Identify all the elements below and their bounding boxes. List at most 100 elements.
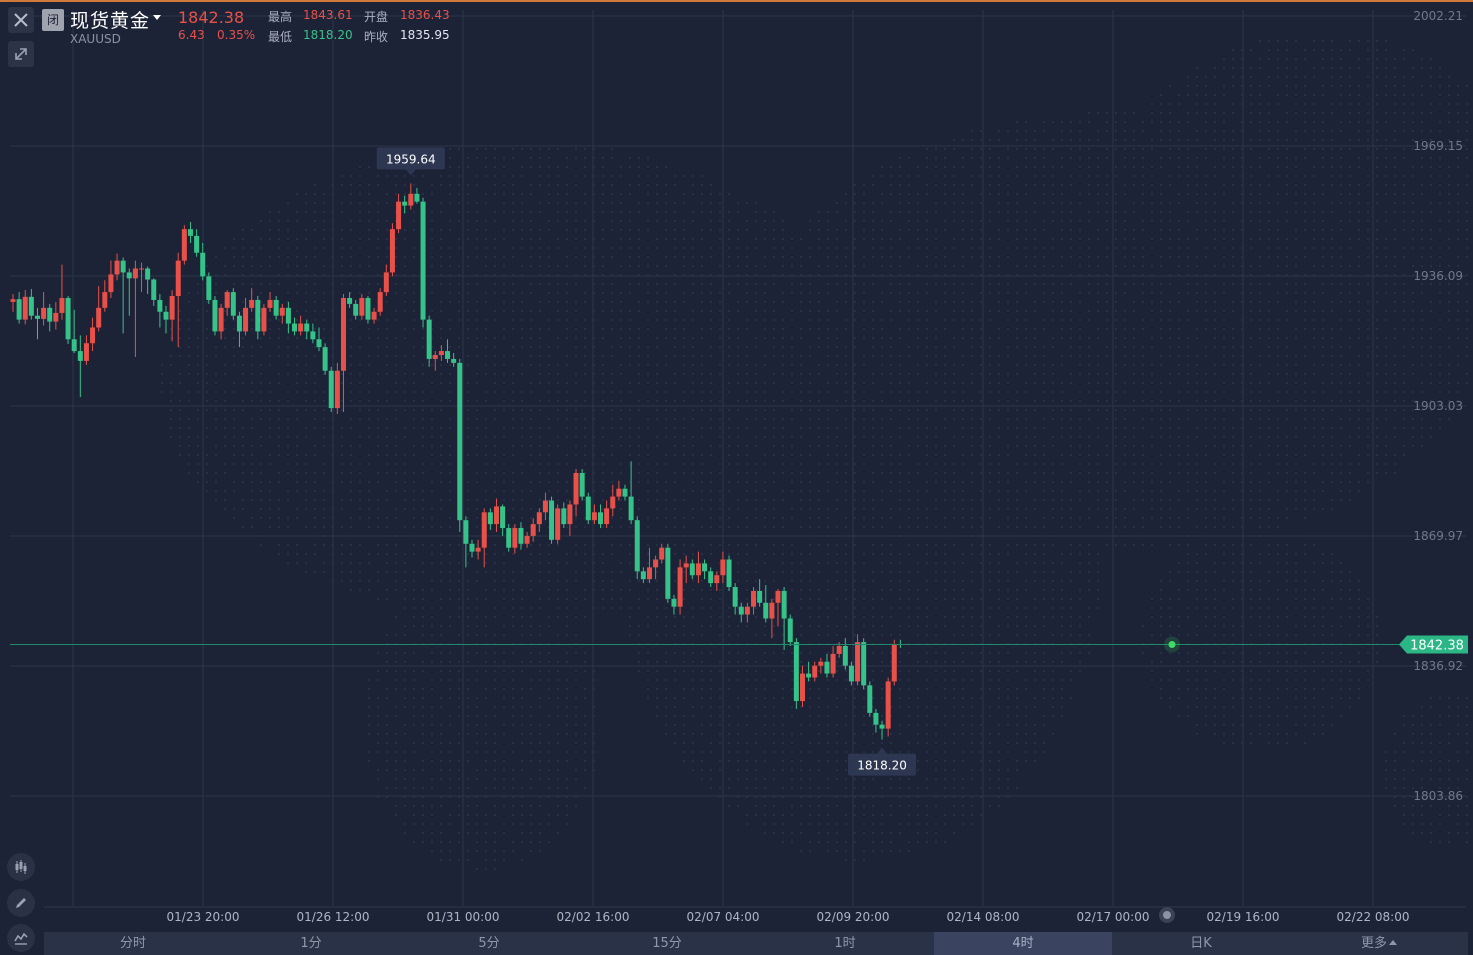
candle-body bbox=[353, 303, 359, 316]
candle-body bbox=[261, 307, 267, 332]
candle-body bbox=[591, 512, 597, 521]
max-label-box bbox=[376, 147, 445, 170]
candle-body bbox=[518, 528, 524, 544]
candle-body bbox=[818, 661, 824, 666]
max-label-pointer bbox=[405, 169, 416, 176]
candle-body bbox=[610, 496, 616, 509]
candle-body bbox=[16, 299, 22, 320]
candle-body bbox=[598, 512, 604, 525]
candle-body bbox=[53, 312, 59, 322]
high-value: 1843.61 bbox=[303, 8, 353, 22]
candle-body bbox=[445, 351, 451, 359]
instrument-name[interactable]: 现货黄金 bbox=[70, 10, 151, 32]
candle-body bbox=[542, 500, 548, 513]
candle-body bbox=[475, 547, 481, 552]
min-label-pointer bbox=[877, 747, 888, 754]
candle-body bbox=[236, 315, 242, 332]
candle-body bbox=[634, 520, 640, 572]
live-dot bbox=[1168, 641, 1176, 649]
candle-body bbox=[310, 331, 316, 340]
chart-grid: 2002.21 1969.15 1936.09 1903.03 1869.97 1836.… bbox=[10, 9, 1466, 924]
tab-more[interactable]: 更多 bbox=[1290, 932, 1468, 955]
max-price-label: 1959.64 bbox=[386, 152, 436, 166]
candle-body bbox=[163, 311, 169, 320]
tab-1min[interactable]: 1分 bbox=[300, 936, 322, 951]
candle-body bbox=[175, 260, 181, 297]
candle-body bbox=[763, 602, 769, 619]
candle-body bbox=[426, 319, 432, 359]
last-price: 1842.38 bbox=[178, 8, 245, 27]
candle-body bbox=[383, 272, 389, 293]
candle-body bbox=[481, 512, 487, 548]
candle-body bbox=[842, 646, 848, 666]
candle-body bbox=[371, 311, 377, 320]
candle-body bbox=[806, 673, 812, 678]
candle-body bbox=[77, 351, 83, 361]
candle-body bbox=[285, 307, 291, 324]
candle-body bbox=[873, 712, 879, 725]
tab-15min[interactable]: 15分 bbox=[652, 936, 682, 951]
collapse-button[interactable] bbox=[8, 41, 34, 67]
candle-body bbox=[224, 292, 230, 308]
candle-body bbox=[255, 299, 261, 332]
candle-body bbox=[751, 590, 757, 607]
close-button[interactable] bbox=[8, 7, 34, 33]
candle-body bbox=[830, 653, 836, 674]
open-label: 开盘 bbox=[364, 10, 389, 24]
candle-body bbox=[726, 559, 732, 588]
chart-type-button[interactable] bbox=[7, 853, 35, 881]
candle-body bbox=[194, 235, 200, 253]
candle-body bbox=[567, 504, 573, 525]
candle-body bbox=[555, 508, 561, 540]
candle-body bbox=[665, 547, 671, 599]
candle-body bbox=[653, 559, 659, 568]
candle-body bbox=[187, 229, 193, 236]
min-price-label: 1818.20 bbox=[857, 759, 907, 773]
candle-body bbox=[677, 567, 683, 607]
high-label: 最高 bbox=[268, 10, 293, 24]
low-label: 最低 bbox=[268, 30, 293, 44]
candle-body bbox=[408, 193, 414, 206]
draw-button[interactable] bbox=[7, 889, 35, 917]
candle-body bbox=[781, 590, 787, 619]
candle-body bbox=[757, 590, 763, 603]
tab-1h[interactable]: 1时 bbox=[834, 936, 856, 951]
candle-body bbox=[200, 252, 206, 277]
candle-body bbox=[169, 296, 175, 320]
candle-body bbox=[47, 307, 53, 322]
candle-body bbox=[714, 575, 720, 584]
candle-body bbox=[359, 297, 365, 316]
candle-body bbox=[322, 347, 328, 371]
candle-body bbox=[836, 646, 842, 654]
candle-body bbox=[695, 563, 701, 576]
candle-body bbox=[524, 535, 530, 544]
candle-body bbox=[206, 276, 212, 300]
y-tick-label: 2002.21 bbox=[1413, 9, 1463, 23]
collapse-arrows-icon bbox=[15, 48, 27, 60]
x-tick-label: 02/02 16:00 bbox=[557, 910, 630, 924]
candle-body bbox=[267, 299, 273, 308]
price-change-percent: 0.35% bbox=[217, 28, 256, 42]
pencil-icon bbox=[16, 898, 26, 908]
candle-body bbox=[885, 681, 891, 729]
window-top-accent bbox=[0, 0, 1473, 2]
chevron-down-icon[interactable] bbox=[153, 15, 161, 20]
candle-body bbox=[28, 296, 34, 316]
x-tick-label: 02/07 04:00 bbox=[687, 910, 760, 924]
tab-daily[interactable]: 日K bbox=[1190, 936, 1212, 951]
indicator-button[interactable] bbox=[7, 924, 35, 952]
candle-body bbox=[457, 362, 463, 521]
prev-close-value: 1835.95 bbox=[400, 28, 450, 42]
candle-body bbox=[157, 299, 163, 312]
candle-body bbox=[102, 292, 108, 308]
candle-body bbox=[812, 665, 818, 678]
tab-fenshi[interactable]: 分时 bbox=[119, 936, 146, 951]
candle-body bbox=[145, 268, 151, 280]
tab-4h[interactable]: 4时 bbox=[934, 932, 1112, 955]
candle-body bbox=[689, 563, 695, 576]
x-tick-label: 02/09 20:00 bbox=[817, 910, 890, 924]
candle-body bbox=[114, 260, 120, 275]
x-tick-label: 01/26 12:00 bbox=[297, 910, 370, 924]
tab-5min[interactable]: 5分 bbox=[478, 936, 500, 951]
